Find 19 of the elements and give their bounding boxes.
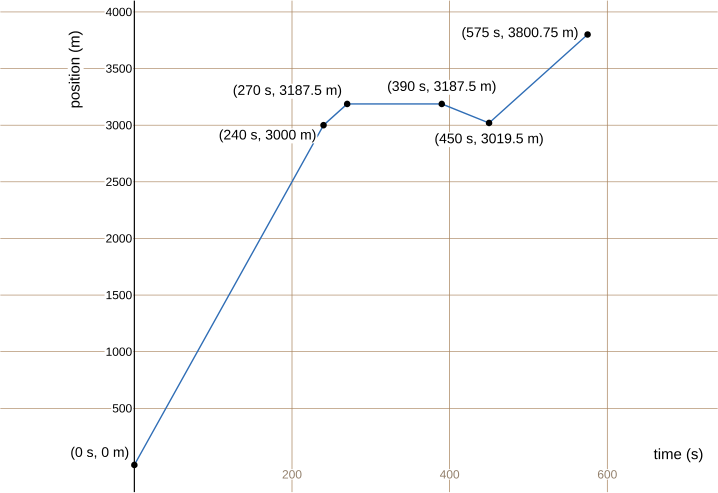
- annotation: (0 s, 0 m): [71, 446, 128, 460]
- y-tick-label: 500: [112, 404, 132, 413]
- x-tick-label: 400: [440, 470, 460, 479]
- y-tick-label: 1000: [106, 348, 132, 356]
- x-tick-label: 600: [598, 470, 617, 479]
- y-tick-label: 3000: [106, 121, 132, 130]
- y-tick-label: 3500: [106, 64, 132, 73]
- annotation: (450 s, 3019.5 m): [435, 133, 543, 146]
- y-tick-label: 1500: [106, 290, 132, 300]
- annotation: (240 s, 3000 m): [220, 129, 316, 142]
- y-tick-label: 2000: [106, 234, 132, 243]
- annotation: (270 s, 3187.5 m): [234, 84, 342, 98]
- annotation: (575 s, 3800.75 m): [462, 27, 578, 40]
- x-tick-label: 200: [282, 470, 302, 479]
- annotation: (390 s, 3187.5 m): [388, 80, 496, 94]
- y-tick-label: 4000: [106, 8, 132, 16]
- y-tick-label: 2500: [106, 178, 132, 186]
- y-axis-title: position (m): [68, 32, 83, 108]
- x-axis-title: time (s): [654, 448, 702, 462]
